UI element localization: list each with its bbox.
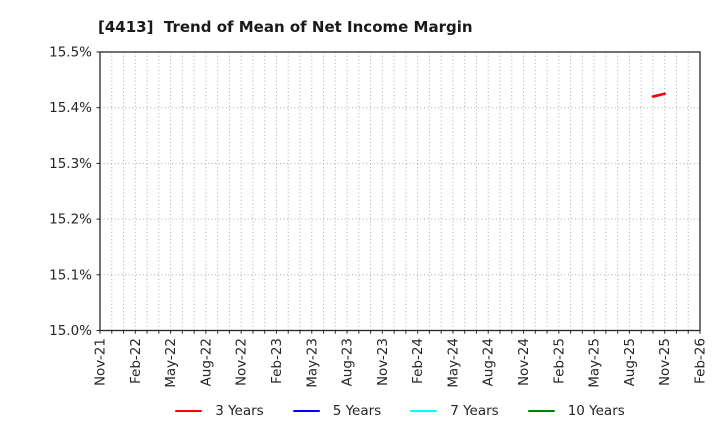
x-tick-label: Aug-25 bbox=[622, 338, 638, 386]
legend-swatch-5-years bbox=[292, 410, 320, 412]
legend-item-5-years: 5 Years bbox=[292, 403, 382, 419]
legend-label-7-years: 7 Years bbox=[450, 403, 499, 419]
y-tick-label: 15.3% bbox=[49, 156, 92, 172]
legend-label-3-years: 3 Years bbox=[215, 403, 264, 419]
x-tick-label: Feb-25 bbox=[551, 338, 567, 384]
legend-item-3-years: 3 Years bbox=[175, 403, 264, 419]
legend-label-10-years: 10 Years bbox=[567, 403, 625, 419]
y-tick-label: 15.0% bbox=[49, 323, 92, 339]
y-tick-label: 15.2% bbox=[49, 212, 92, 228]
legend-swatch-10-years bbox=[527, 410, 555, 412]
series-line-3-years bbox=[651, 92, 667, 98]
legend-label-5-years: 5 Years bbox=[332, 403, 382, 419]
x-tick-label: Nov-23 bbox=[375, 338, 391, 386]
x-tick-label: Aug-24 bbox=[481, 338, 497, 386]
legend-swatch-3-years bbox=[175, 410, 203, 412]
x-tick-label: May-23 bbox=[304, 338, 320, 388]
x-tick-label: May-25 bbox=[587, 338, 603, 388]
legend-item-10-years: 10 Years bbox=[527, 403, 625, 419]
legend: 3 Years 5 Years 7 Years 10 Years bbox=[40, 403, 720, 419]
x-tick-label: Nov-25 bbox=[657, 338, 673, 386]
x-tick-label: May-24 bbox=[445, 338, 461, 388]
y-tick-label: 15.5% bbox=[49, 45, 92, 61]
x-tick-label: Nov-21 bbox=[93, 338, 109, 386]
plot-area: 15.0% 15.1% 15.2% 15.3% 15.4% 15.5% Nov-21 Feb-… bbox=[49, 45, 709, 388]
y-tick-label: 15.1% bbox=[49, 267, 92, 283]
x-tick-label: Feb-22 bbox=[128, 338, 144, 384]
x-tick-label: Feb-26 bbox=[693, 338, 709, 384]
x-tick-label: May-22 bbox=[163, 338, 179, 388]
x-tick-label: Feb-23 bbox=[269, 338, 285, 384]
legend-item-7-years: 7 Years bbox=[410, 403, 499, 419]
x-tick-label: Nov-22 bbox=[234, 338, 250, 386]
x-tick-label: Feb-24 bbox=[410, 338, 426, 384]
x-tick-label: Aug-23 bbox=[340, 338, 356, 386]
y-tick-label: 15.4% bbox=[49, 100, 92, 116]
x-tick-label: Aug-22 bbox=[198, 338, 214, 386]
chart-title: [4413] Trend of Mean of Net Income Margi… bbox=[98, 18, 473, 36]
legend-swatch-7-years bbox=[410, 410, 438, 412]
x-tick-label: Nov-24 bbox=[516, 338, 532, 386]
plot-frame bbox=[99, 51, 701, 332]
